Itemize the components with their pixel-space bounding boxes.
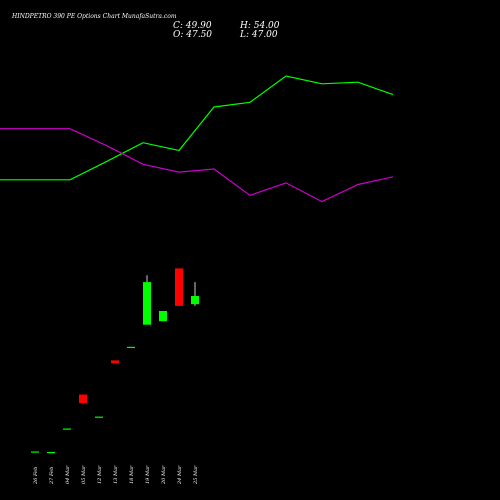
candle-6 bbox=[127, 346, 135, 348]
candle-body bbox=[47, 452, 55, 454]
candle-body bbox=[159, 311, 167, 322]
x-tick-label: 18 Mar bbox=[129, 465, 135, 484]
x-tick-label: 13 Mar bbox=[113, 465, 119, 484]
x-tick-label: 05 Mar bbox=[81, 465, 87, 484]
high-label: H: 54.00 bbox=[239, 21, 280, 31]
candle-7 bbox=[143, 275, 151, 325]
candle-body bbox=[95, 416, 103, 418]
candle-9 bbox=[175, 268, 183, 306]
candle-body bbox=[63, 428, 71, 430]
candle-body bbox=[143, 282, 151, 325]
x-axis-ticks: 26 Feb 27 Feb 04 Mar 05 Mar 12 Mar 13 Mar 18 M… bbox=[33, 465, 199, 485]
low-label: L: 47.00 bbox=[239, 30, 278, 40]
x-tick-label: 20 Mar bbox=[161, 465, 167, 485]
candle-4 bbox=[95, 416, 103, 418]
indicator-lines bbox=[0, 75, 394, 203]
indicator-line-2 bbox=[0, 128, 394, 203]
candle-5 bbox=[111, 360, 119, 364]
candle-body bbox=[31, 451, 39, 453]
candle-3 bbox=[79, 394, 87, 405]
candle-body bbox=[111, 360, 119, 364]
candle-8 bbox=[159, 311, 167, 322]
indicator-line-1 bbox=[0, 75, 394, 181]
chart-title: HINDPETRO 390 PE Options Chart MunafaSut… bbox=[11, 13, 177, 20]
candle-body bbox=[127, 346, 135, 348]
candle-2 bbox=[63, 428, 71, 430]
candle-1 bbox=[47, 452, 55, 454]
candle-body bbox=[191, 296, 199, 305]
close-label: C: 49.90 bbox=[173, 21, 212, 31]
x-tick-label: 19 Mar bbox=[145, 465, 151, 484]
candle-0 bbox=[31, 451, 39, 453]
x-tick-label: 26 Feb bbox=[33, 467, 39, 485]
candle-body bbox=[79, 394, 87, 403]
x-tick-label: 24 Mar bbox=[177, 465, 183, 485]
candles bbox=[31, 268, 199, 454]
candle-10 bbox=[191, 282, 199, 306]
candle-body bbox=[175, 268, 183, 306]
open-label: O: 47.50 bbox=[173, 30, 212, 40]
x-tick-label: 25 Mar bbox=[193, 465, 199, 485]
x-tick-label: 04 Mar bbox=[65, 465, 71, 484]
x-tick-label: 12 Mar bbox=[97, 465, 103, 484]
x-tick-label: 27 Feb bbox=[49, 467, 55, 485]
